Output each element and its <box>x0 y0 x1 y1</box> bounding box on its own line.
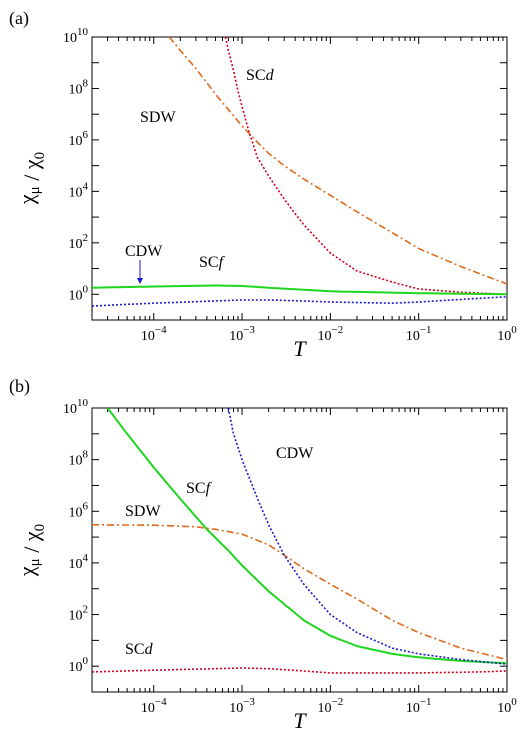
series-group <box>92 408 507 674</box>
x-tick-label: 10−1 <box>406 324 432 344</box>
curve-label-scf: SCf <box>199 254 226 271</box>
series-group <box>92 37 507 307</box>
y-tick-label: 106 <box>69 500 89 520</box>
curve-label-cdw: CDW <box>276 445 314 462</box>
x-tick-label: 10−1 <box>406 696 432 716</box>
y-tick-label: 104 <box>69 180 89 200</box>
cdw-arrow-head <box>137 278 143 284</box>
x-tick-label: 10−2 <box>318 696 344 716</box>
y-tick-label: 100 <box>69 655 89 675</box>
panel-label: (b) <box>9 376 30 397</box>
y-tick-label: 100 <box>69 283 89 303</box>
chart-panel-a: 10−4 10−3 10−2 10−1 100 100 102 104 106 108 1010 SD… <box>9 8 517 361</box>
series-line-scf <box>92 284 507 296</box>
series-line-cdw <box>92 296 507 307</box>
series-line-scf <box>106 408 507 665</box>
x-axis-title: T <box>293 336 307 361</box>
y-tick-label: 106 <box>69 129 89 149</box>
x-tick-label: 10−2 <box>318 324 344 344</box>
x-tick-label: 10−4 <box>141 324 167 344</box>
chart-panel-b: 10−4 10−3 10−2 10−1 100 100 102 104 106 108 1010 SC… <box>9 376 517 733</box>
y-tick-label: 108 <box>69 77 89 97</box>
x-tick-label: 10−3 <box>229 696 255 716</box>
y-tick-label: 108 <box>69 449 89 469</box>
curve-label-cdw: CDW <box>125 243 163 260</box>
x-tick-label: 100 <box>497 696 517 716</box>
x-tick-label: 10−3 <box>229 324 255 344</box>
curve-label-scd: SCd <box>125 641 154 658</box>
panel-label: (a) <box>9 8 29 29</box>
series-line-cdw <box>227 408 507 665</box>
x-tick-label: 10−4 <box>141 696 167 716</box>
y-tick-label: 1010 <box>63 397 89 417</box>
curve-label-scd: SCd <box>246 67 275 84</box>
series-line-scd <box>224 37 507 296</box>
y-tick-label: 102 <box>69 232 89 252</box>
y-tick-label: 104 <box>69 552 89 572</box>
plot-frame <box>91 407 508 693</box>
curve-label-sdw: SDW <box>140 109 176 126</box>
curve-label-scf: SCf <box>186 480 213 497</box>
curve-label-sdw: SDW <box>125 503 161 520</box>
x-axis-title: T <box>293 708 307 733</box>
series-line-scd <box>92 667 507 674</box>
y-tick-label: 102 <box>69 604 89 624</box>
y-tick-label: 1010 <box>63 26 89 46</box>
y-axis-title: χμ / χ0 <box>14 152 48 205</box>
plot-frame <box>91 36 508 321</box>
y-axis-title: χμ / χ0 <box>14 524 48 577</box>
series-line-sdw <box>168 37 507 285</box>
series-line-sdw <box>92 524 507 661</box>
x-tick-label: 100 <box>497 324 517 344</box>
